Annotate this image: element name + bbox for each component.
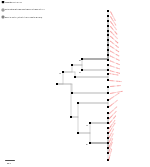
Text: pVAP motifs with dominant class 1 integron Int6253: pVAP motifs with dominant class 1 integr… [5, 9, 45, 10]
Text: 2005 FL 2005: 2005 FL 2005 [109, 20, 116, 29]
Text: 2009 FL 2009 H: 2009 FL 2009 H [109, 148, 113, 160]
Text: WE TX 2015: WE TX 2015 [109, 73, 119, 76]
Text: 2009 FL 2009 H2: 2009 FL 2009 H2 [109, 91, 123, 94]
Text: 2010 FL 2010 H: 2010 FL 2010 H [109, 93, 120, 101]
Text: Complete pVAP model: Complete pVAP model [5, 2, 22, 3]
Text: 2009 KY 2010: 2009 KY 2010 [109, 115, 117, 124]
Text: 2013 KY 2013: 2013 KY 2013 [109, 55, 119, 61]
Text: 0.80: 0.80 [59, 73, 62, 74]
Text: 2004 FL 2004: 2004 FL 2004 [109, 15, 116, 25]
Text: 2012 KY 2012: 2012 KY 2012 [109, 60, 120, 65]
Text: 2008 FL 2008: 2008 FL 2008 [109, 119, 116, 128]
Text: 2016 KY 2016: 2016 KY 2016 [109, 40, 118, 48]
Text: 2010 KY 2010: 2010 KY 2010 [109, 70, 120, 73]
Text: 2010 FL 2010: 2010 FL 2010 [109, 129, 115, 138]
Text: 2008 KY 2008: 2008 KY 2008 [109, 35, 118, 43]
Text: 2009 FL 2010 H: 2009 FL 2010 H [109, 123, 116, 133]
Text: 2010 FL 2009 H: 2010 FL 2009 H [109, 141, 114, 153]
Text: 2006 KY 2006: 2006 KY 2006 [109, 25, 117, 34]
Text: 2014 KY 2014: 2014 KY 2014 [109, 50, 119, 56]
Text: 0.01: 0.01 [7, 163, 12, 164]
Text: 2011 KY 2011: 2011 KY 2011 [109, 65, 120, 69]
Text: 0.75: 0.75 [79, 72, 82, 73]
Text: No pVAP motifs (Int6Motif transposed to genome): No pVAP motifs (Int6Motif transposed to … [5, 16, 42, 18]
Text: 2015 KY 2015: 2015 KY 2015 [109, 45, 119, 52]
Text: 2009 FL 2010: 2009 FL 2010 [109, 100, 118, 107]
Text: 0.72: 0.72 [79, 60, 82, 61]
Text: 2011 FL 2011: 2011 FL 2011 [109, 106, 118, 114]
Text: 2009 FL 2008: 2009 FL 2008 [109, 133, 114, 143]
Text: 2009 KY 2011: 2009 KY 2011 [110, 85, 120, 87]
Text: 0.88: 0.88 [86, 125, 89, 126]
Text: 2007 FL 2007: 2007 FL 2007 [109, 30, 117, 39]
Text: 2003 FL 2003: 2003 FL 2003 [109, 10, 115, 20]
Text: 0.97: 0.97 [86, 144, 89, 145]
Text: 2009 FL 2011: 2009 FL 2011 [109, 110, 117, 119]
Text: 2009 FL 2009: 2009 FL 2009 [109, 138, 114, 148]
Text: 2009 KY 2015 H: 2009 KY 2015 H [110, 80, 122, 82]
